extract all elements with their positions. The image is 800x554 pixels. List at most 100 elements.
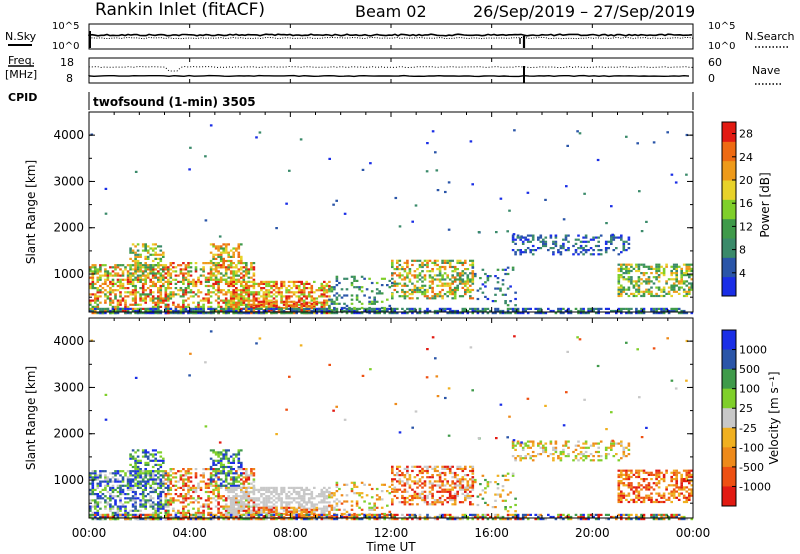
data-cell	[604, 242, 608, 245]
data-cell	[217, 497, 220, 500]
data-cell	[443, 293, 447, 296]
data-cell	[255, 503, 258, 506]
data-cell	[151, 480, 155, 483]
data-cell	[378, 309, 381, 313]
data-cell	[406, 284, 409, 287]
data-cell	[99, 312, 102, 315]
data-cell	[501, 309, 505, 313]
data-cell	[408, 307, 412, 310]
data-cell	[91, 482, 95, 485]
data-cell	[453, 278, 457, 281]
data-cell	[237, 293, 241, 296]
data-cell	[164, 272, 168, 275]
data-cell	[657, 263, 661, 266]
data-cell	[204, 486, 208, 489]
data-cell	[164, 472, 168, 475]
data-cell	[630, 292, 633, 295]
data-cell	[227, 305, 230, 308]
data-cell	[235, 309, 238, 313]
data-cell	[139, 295, 142, 298]
data-cell	[227, 486, 230, 489]
data-cell	[207, 482, 210, 485]
data-cell	[177, 280, 180, 283]
data-cell	[499, 197, 503, 200]
data-cell	[396, 471, 399, 475]
data-cell	[129, 293, 132, 296]
data-cell	[431, 268, 434, 271]
data-cell	[537, 312, 540, 315]
data-cell	[448, 465, 452, 468]
data-cell	[647, 290, 651, 293]
data-cell	[610, 240, 613, 243]
data-cell	[192, 284, 195, 288]
data-cell	[247, 490, 251, 494]
data-cell	[119, 497, 122, 500]
data-cell	[222, 468, 225, 471]
data-cell	[209, 309, 213, 313]
data-cell	[89, 505, 92, 508]
data-cell	[157, 276, 160, 279]
data-cell	[688, 267, 691, 270]
data-cell	[529, 307, 532, 310]
data-cell	[484, 281, 487, 284]
data-cell	[172, 270, 175, 273]
data-cell	[657, 276, 661, 279]
data-cell	[199, 274, 203, 277]
data-cell	[305, 515, 308, 518]
data-cell	[315, 289, 319, 292]
data-cell	[428, 259, 432, 262]
data-cell	[242, 284, 246, 288]
data-cell	[539, 247, 543, 250]
data-cell	[267, 490, 271, 494]
data-cell	[159, 295, 163, 298]
data-cell	[690, 267, 694, 270]
data-cell	[257, 508, 261, 511]
data-cell	[149, 484, 152, 487]
data-cell	[157, 289, 160, 292]
data-cell	[426, 290, 429, 294]
data-cell	[126, 480, 130, 483]
data-cell	[219, 457, 223, 460]
data-cell	[625, 307, 628, 310]
data-cell	[466, 288, 470, 292]
data-cell	[295, 291, 298, 294]
data-cell	[388, 492, 392, 495]
data-cell	[99, 264, 102, 267]
data-cell	[232, 270, 235, 273]
data-cell	[164, 297, 168, 300]
data-cell	[516, 307, 520, 310]
data-cell	[154, 480, 157, 483]
data-cell	[310, 304, 314, 307]
data-cell	[172, 484, 175, 487]
data-cell	[310, 490, 314, 494]
data-cell	[280, 493, 283, 496]
data-cell	[151, 476, 155, 479]
data-cell	[146, 515, 150, 519]
data-cell	[521, 307, 525, 310]
data-cell	[285, 508, 288, 511]
data-cell	[416, 480, 419, 483]
data-cell	[91, 299, 95, 302]
data-cell	[574, 249, 578, 252]
data-cell	[217, 503, 220, 506]
data-cell	[129, 303, 132, 306]
data-cell	[576, 130, 579, 133]
data-cell	[237, 505, 241, 508]
data-cell	[436, 480, 439, 483]
data-cell	[240, 297, 243, 300]
data-cell	[516, 234, 520, 237]
data-cell	[265, 282, 268, 285]
data-cell	[207, 291, 210, 294]
data-cell	[187, 468, 190, 471]
data-cell	[106, 284, 110, 288]
data-cell	[159, 289, 163, 292]
data-cell	[169, 497, 173, 500]
data-cell	[157, 266, 160, 269]
data-cell	[280, 312, 283, 315]
data-cell	[159, 301, 163, 304]
data-cell	[197, 278, 200, 281]
data-cell	[451, 312, 454, 315]
data-cell	[124, 312, 127, 315]
data-cell	[167, 274, 170, 277]
data-cell	[393, 282, 397, 285]
